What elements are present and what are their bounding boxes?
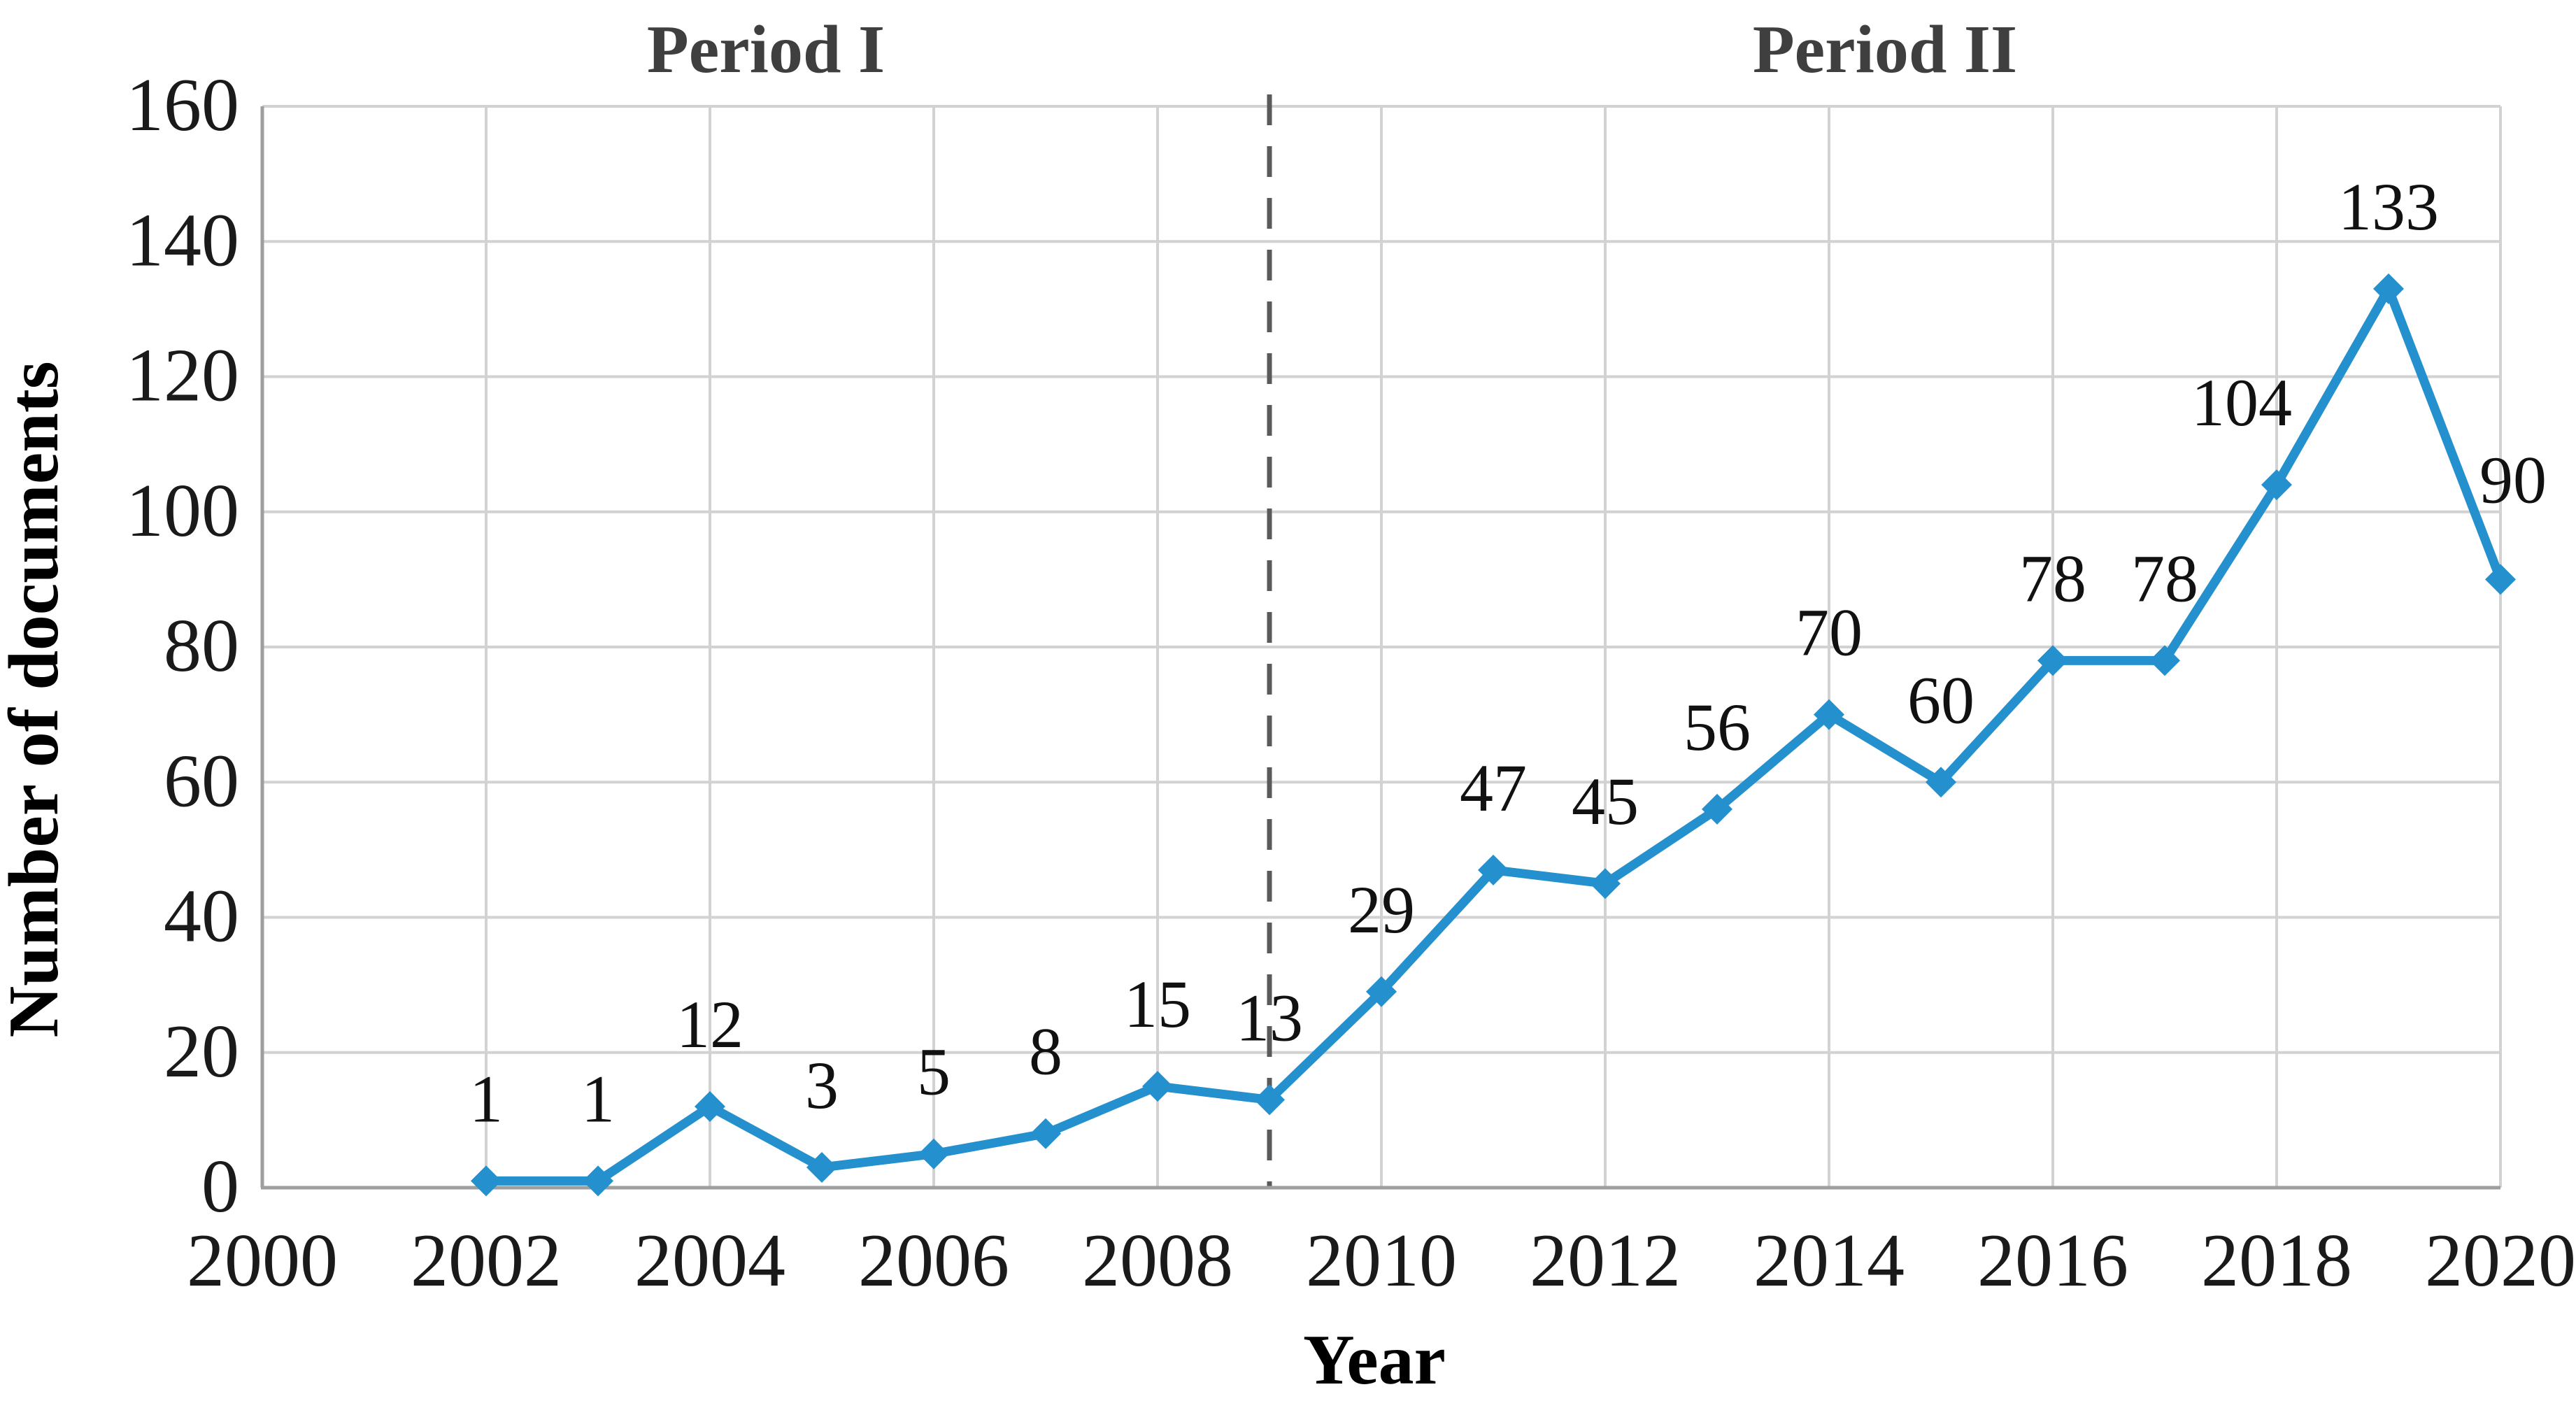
y-tick-label-40: 40 [164,875,239,958]
data-label-2003: 1 [581,1061,615,1136]
data-point-2010 [1366,976,1397,1007]
data-label-2010: 29 [1348,872,1415,947]
y-tick-label-60: 60 [164,739,239,823]
data-point-2002 [471,1165,501,1197]
data-point-2008 [1142,1071,1173,1102]
x-tick-label-2020: 2020 [2425,1219,2576,1302]
y-tick-label-140: 140 [126,199,239,282]
x-tick-label-2002: 2002 [411,1219,562,1302]
data-label-2002: 1 [469,1061,503,1136]
x-tick-label-2014: 2014 [1753,1219,1905,1302]
data-labels-group: 1 1 12 3 5 8 15 13 29 47 45 56 70 60 78 78 104 133 90 [469,169,2547,1136]
x-tick-label-2004: 2004 [634,1219,785,1302]
data-point-2018 [2261,469,2292,501]
data-label-2014: 70 [1795,595,1863,670]
data-label-2017: 78 [2131,541,2198,616]
data-label-2009: 13 [1236,980,1303,1055]
data-point-2009 [1254,1084,1285,1116]
data-point-2004 [695,1091,725,1123]
data-label-2019: 133 [2338,169,2439,244]
y-tick-label-0: 0 [201,1145,239,1228]
data-label-2012: 45 [1572,764,1639,839]
x-tick-label-2016: 2016 [1977,1219,2128,1302]
data-label-2004: 12 [676,987,743,1062]
period-1-label: Period I [647,12,885,87]
data-point-2007 [1030,1118,1061,1149]
data-label-2018: 104 [2191,365,2292,440]
data-label-2016: 78 [2019,541,2086,616]
data-label-2007: 8 [1029,1014,1062,1089]
data-point-2006 [918,1138,949,1169]
data-point-2016 [2037,645,2068,676]
x-tick-label-2010: 2010 [1306,1219,1457,1302]
data-point-2014 [1814,699,1844,730]
axes-group [260,106,2500,1190]
x-tick-label-2000: 2000 [187,1219,338,1302]
data-label-2005: 3 [805,1048,839,1123]
data-label-2015: 60 [1907,662,1974,737]
data-point-2012 [1590,868,1621,899]
data-point-2005 [806,1152,837,1183]
y-tick-label-120: 120 [126,334,239,418]
y-tick-label-20: 20 [164,1010,239,1093]
x-tick-label-2008: 2008 [1082,1219,1233,1302]
data-point-2020 [2485,564,2516,595]
data-point-2015 [1926,767,1956,798]
data-point-2003 [583,1165,613,1197]
data-label-2008: 15 [1124,967,1191,1041]
x-tick-label-2006: 2006 [858,1219,1009,1302]
data-label-2011: 47 [1460,751,1527,825]
x-axis-title: Year [1303,1321,1446,1400]
data-point-2013 [1702,793,1732,825]
data-label-2020: 90 [2479,442,2547,517]
data-point-2011 [1478,854,1509,886]
x-tick-label-2012: 2012 [1530,1219,1681,1302]
gridlines-group [262,105,2502,1188]
data-point-2017 [2149,645,2180,676]
y-axis-title: Number of documents [0,361,73,1037]
y-tick-label-80: 80 [164,604,239,688]
x-tick-label-2018: 2018 [2201,1219,2352,1302]
y-tick-label-160: 160 [126,64,239,147]
series-group [471,273,2516,1197]
data-label-2006: 5 [917,1034,951,1109]
data-point-2019 [2373,273,2404,304]
data-label-2013: 56 [1684,690,1751,765]
y-tick-label-100: 100 [126,469,239,553]
period-2-label: Period II [1753,12,2017,87]
